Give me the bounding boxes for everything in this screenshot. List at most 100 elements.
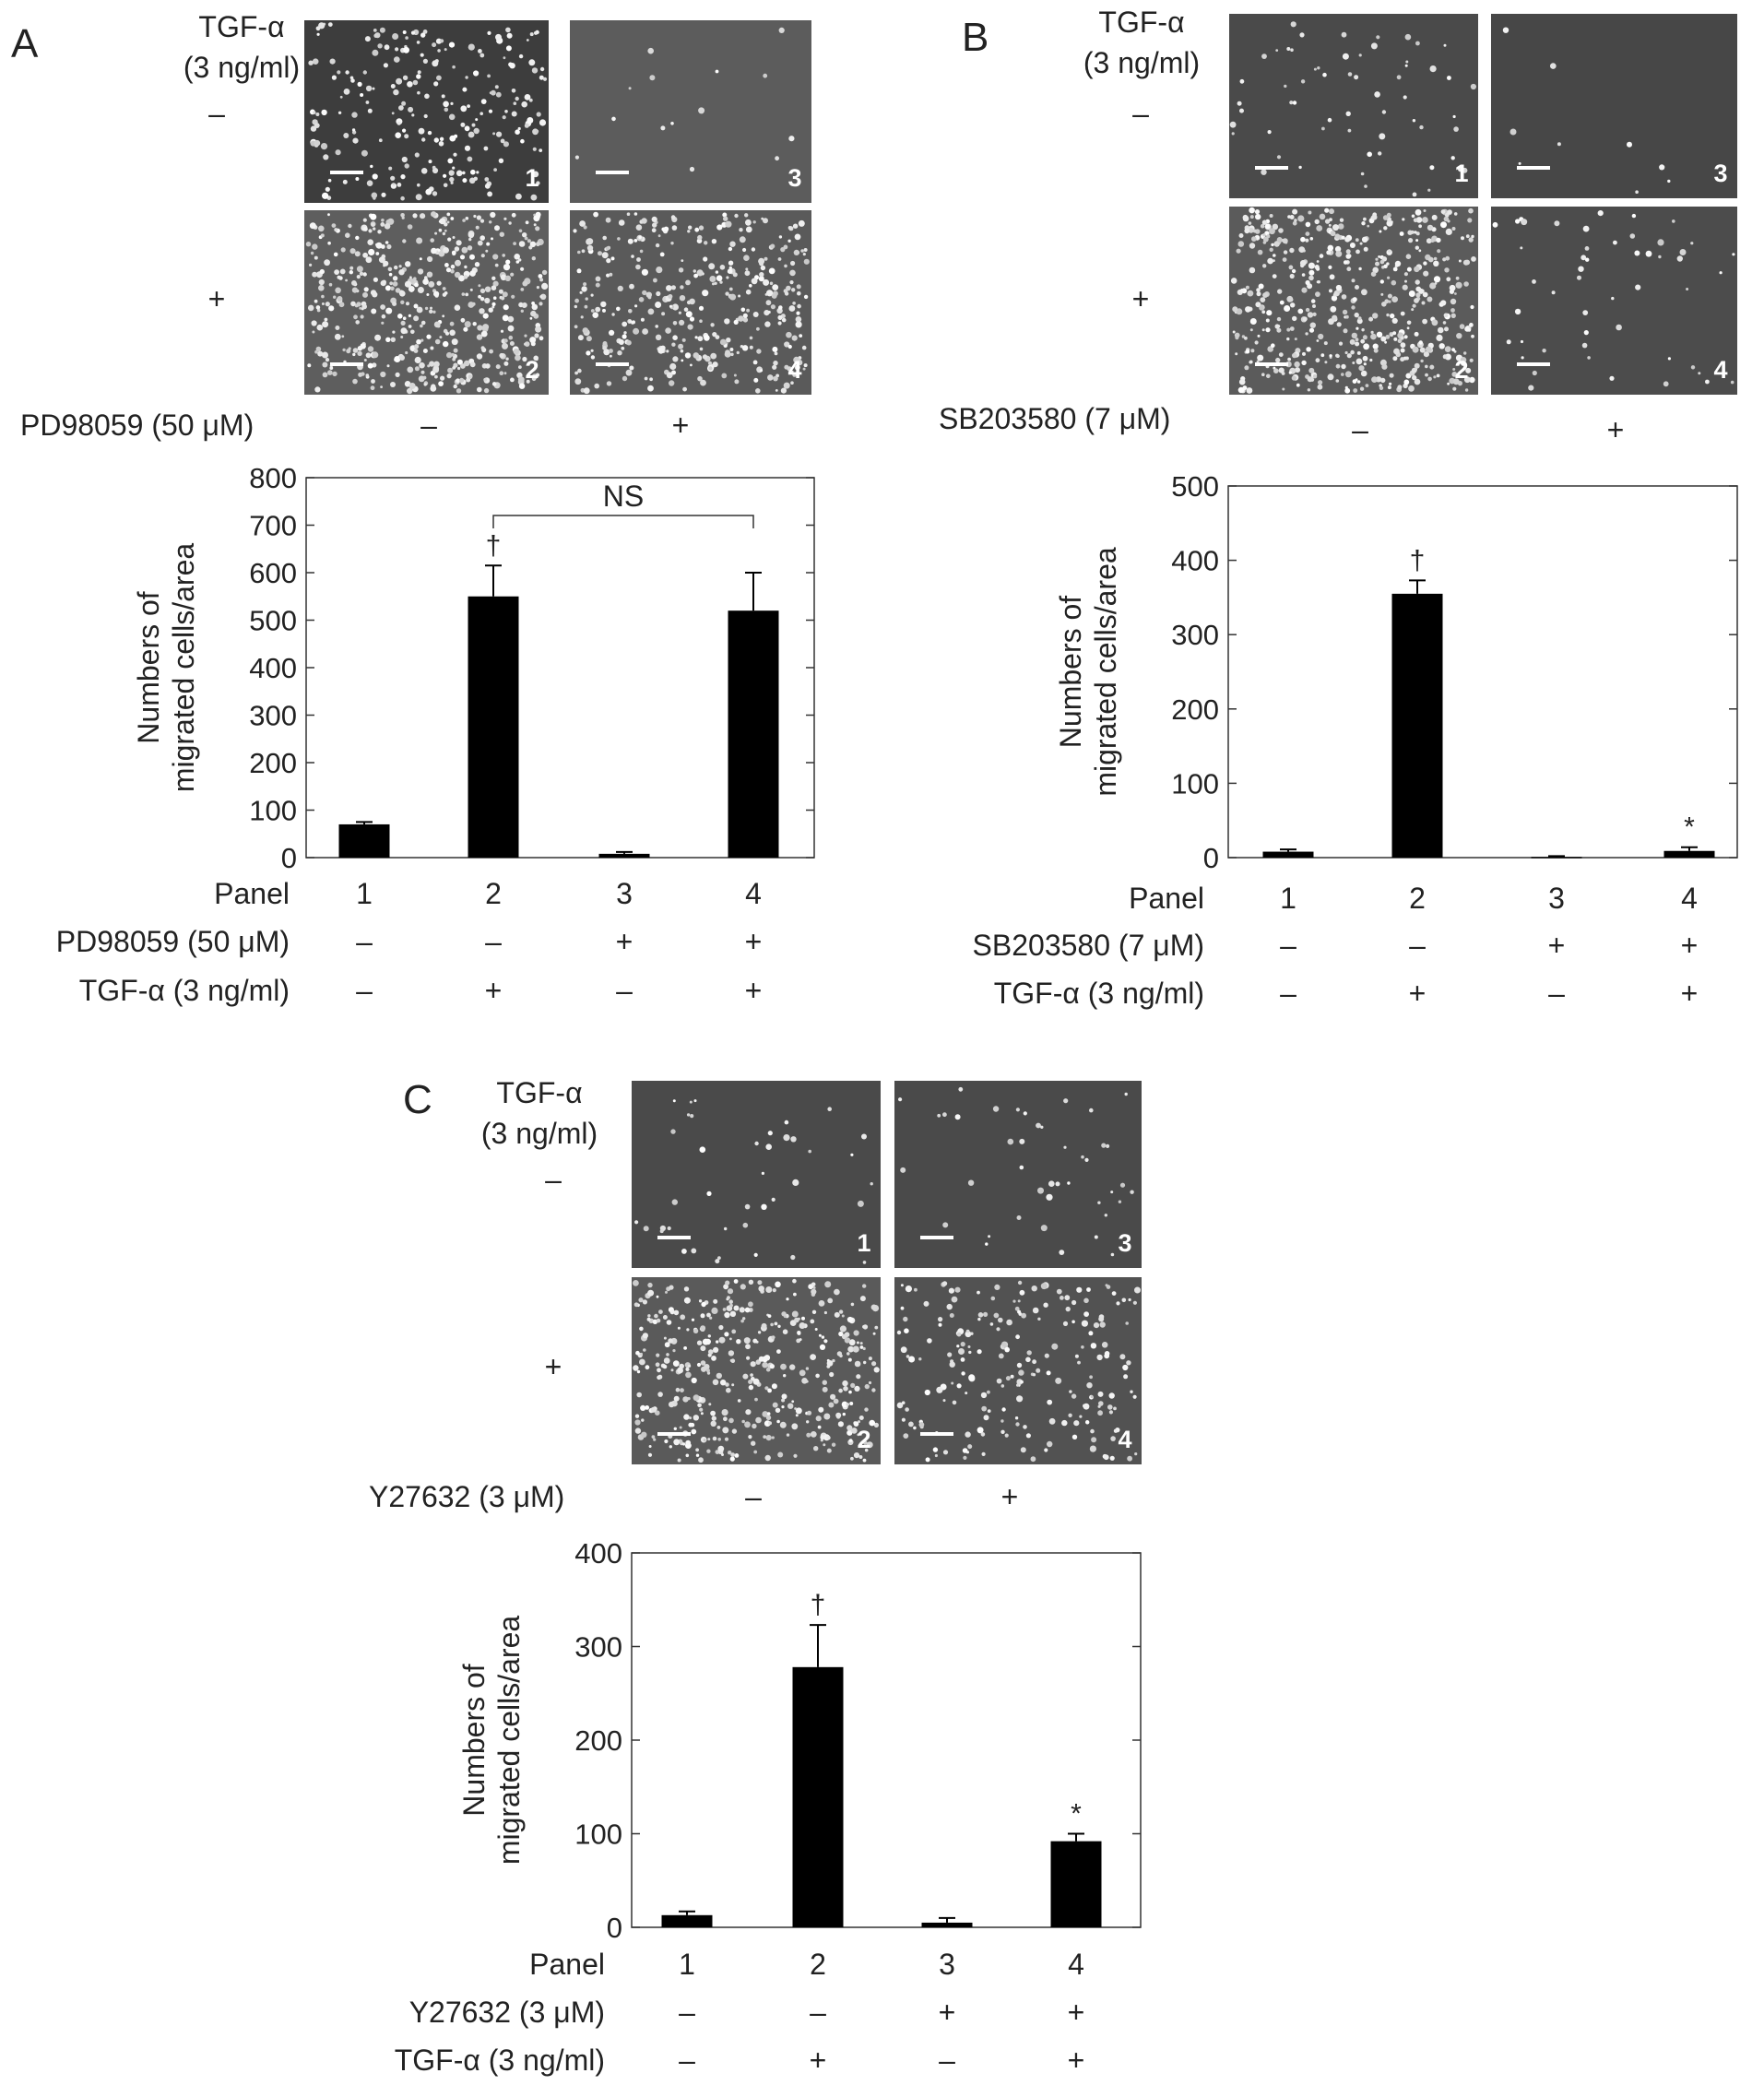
cell-dot: [1015, 1422, 1020, 1427]
cell-dot: [695, 1448, 699, 1452]
y-tick-label: 600: [249, 557, 297, 589]
cell-dot: [947, 1352, 953, 1357]
tgf-row-sign: –: [545, 1163, 562, 1196]
cell-dot: [1000, 1384, 1005, 1388]
cell-dot: [402, 75, 408, 81]
cell-dot: [981, 1451, 986, 1456]
cell-dot: [777, 314, 783, 320]
cell-dot: [1357, 316, 1362, 321]
cell-dot: [430, 346, 434, 350]
cell-dot: [405, 36, 408, 40]
cell-dot: [380, 222, 385, 227]
cell-dot: [657, 234, 661, 238]
cell-dot: [1393, 337, 1398, 341]
cell-dot: [954, 1286, 961, 1293]
cell-dot: [1635, 190, 1639, 194]
cell-dot: [1103, 1454, 1109, 1461]
micrograph-number: 2: [1454, 356, 1468, 384]
cell-dot: [1261, 373, 1265, 377]
cell-dot: [693, 1099, 697, 1103]
cell-dot: [749, 336, 753, 340]
cell-dot: [494, 263, 499, 267]
cell-dot: [316, 308, 321, 313]
cell-dot: [574, 298, 579, 303]
cell-dot: [508, 335, 514, 340]
cell-dot: [1452, 368, 1456, 371]
cell-dot: [1414, 331, 1419, 337]
table-cell: +: [1681, 977, 1699, 1010]
cell-dot: [640, 1404, 646, 1411]
cell-dot: [409, 276, 412, 279]
cell-dot: [851, 1428, 858, 1434]
cell-dot: [378, 138, 383, 143]
cell-dot: [1071, 1320, 1075, 1324]
cell-dot: [375, 242, 383, 249]
significance-marker: *: [1684, 812, 1695, 843]
cell-dot: [447, 367, 454, 373]
cell-dot: [402, 239, 407, 243]
cell-dot: [1266, 234, 1271, 239]
cell-dot: [1344, 236, 1351, 243]
cell-dot: [356, 275, 361, 279]
cell-dot: [1404, 33, 1412, 41]
significance-marker: *: [1071, 1799, 1082, 1830]
x-tick-label: 4: [745, 877, 762, 910]
cell-dot: [307, 363, 312, 368]
cell-dot: [1354, 75, 1359, 80]
cell-dot: [1342, 53, 1349, 60]
cell-dot: [685, 311, 693, 318]
cell-dot: [322, 361, 328, 368]
cell-dot: [1337, 223, 1344, 230]
cell-dot: [1372, 343, 1379, 350]
cell-dot: [1423, 261, 1427, 266]
cell-dot: [871, 1388, 876, 1392]
cell-dot: [309, 263, 313, 267]
table-row-label: TGF-α (3 ng/ml): [79, 974, 290, 1007]
cell-dot: [475, 118, 479, 122]
cell-dot: [590, 309, 595, 313]
cell-dot: [797, 303, 801, 309]
cell-dot: [949, 1361, 955, 1368]
cell-dot: [795, 1414, 799, 1417]
cell-dot: [1415, 239, 1419, 243]
cell-dot: [780, 387, 787, 394]
table-cell: +: [485, 974, 503, 1007]
cell-dot: [635, 264, 641, 270]
cell-dot: [670, 1129, 676, 1134]
cell-dot: [504, 275, 511, 281]
cell-dot: [485, 363, 491, 369]
cell-dot: [1101, 1342, 1108, 1348]
cell-dot: [454, 271, 461, 278]
cell-dot: [977, 1317, 981, 1321]
cell-dot: [1582, 225, 1590, 232]
cell-dot: [327, 178, 332, 183]
cell-dot: [314, 123, 320, 129]
cell-dot: [1730, 380, 1734, 385]
tgf-row-sign: +: [1132, 282, 1150, 315]
cell-dot: [1542, 349, 1546, 353]
cell-dot: [402, 128, 407, 133]
cell-dot: [744, 1421, 751, 1428]
cell-dot: [905, 1407, 909, 1412]
scale-bar: [920, 1236, 953, 1239]
cell-dot: [760, 265, 766, 271]
cell-dot: [1329, 289, 1332, 293]
cell-dot: [799, 1322, 806, 1329]
cell-dot: [822, 1380, 827, 1385]
table-cell: –: [356, 925, 373, 958]
cell-dot: [641, 1431, 647, 1439]
cell-dot: [577, 250, 581, 255]
cell-dot: [753, 1450, 758, 1454]
cell-dot: [1415, 217, 1423, 223]
cell-dot: [682, 386, 687, 392]
cell-dot: [771, 1436, 775, 1439]
cell-dot: [503, 361, 509, 366]
cell-dot: [1335, 250, 1343, 257]
cell-dot: [900, 1306, 905, 1310]
cell-dot: [352, 137, 359, 144]
cell-dot: [479, 308, 485, 314]
cell-dot: [1411, 367, 1417, 373]
cell-dot: [443, 173, 447, 178]
cell-dot: [609, 329, 615, 336]
